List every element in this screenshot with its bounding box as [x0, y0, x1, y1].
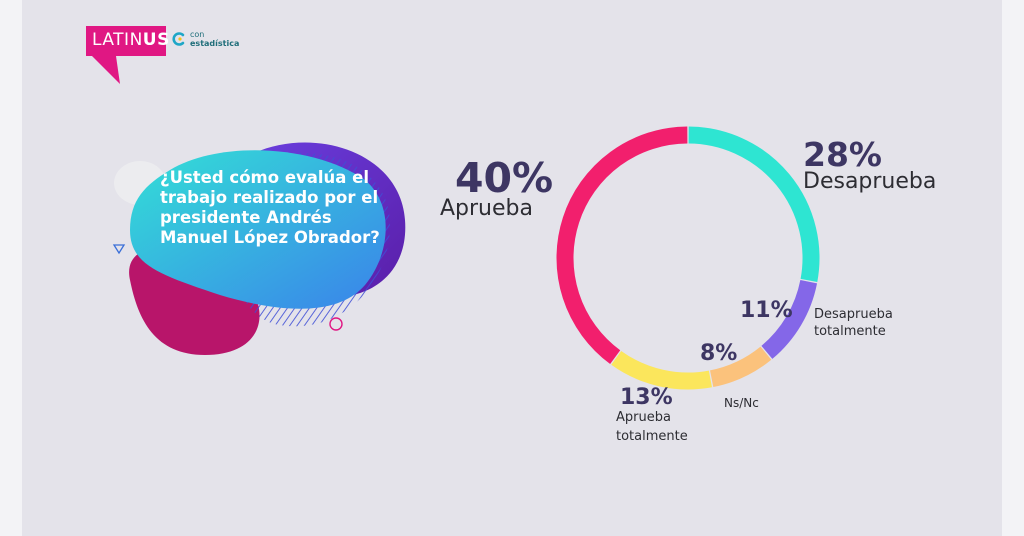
desaprueba-label: Desaprueba: [803, 169, 937, 194]
survey-question: ¿Usted cómo evalúa el trabajo realizado …: [160, 168, 380, 247]
right-frame-strip: [1002, 0, 1024, 536]
triangle-icon: [112, 244, 126, 255]
slice-aprueba: [556, 126, 688, 364]
nsnc-value-label: 8%: [700, 341, 738, 366]
decorative-blobs: [112, 142, 406, 355]
slice-nsnc: [709, 346, 772, 388]
slice-desaprueba: [688, 126, 820, 282]
cyan-blob: [130, 150, 386, 309]
ring-icon: [329, 317, 343, 331]
nsnc-label: Ns/Nc: [724, 396, 759, 410]
logo-wordmark: LATINUS: [92, 30, 170, 50]
slice-aprueba-totalmente: [611, 350, 712, 390]
logo-ribbon: [86, 26, 166, 84]
left-frame-strip: [0, 0, 22, 536]
aprueba-totalmente-label: Aprueba totalmente: [616, 410, 688, 444]
partner-wordmark: con estadística: [190, 30, 240, 48]
estadistica-c-icon: [172, 32, 185, 46]
aprueba-totalmente-value-label: 13%: [620, 385, 673, 410]
desaprueba-value-label: 28%: [803, 135, 882, 174]
desaprueba-totalmente-label: Desaprueba totalmente: [814, 307, 893, 339]
aprueba-value-label: 40%: [455, 154, 554, 202]
slice-desaprueba-totalmente: [761, 279, 818, 359]
aprueba-label: Aprueba: [440, 196, 533, 221]
desaprueba-totalmente-value-label: 11%: [740, 298, 793, 323]
